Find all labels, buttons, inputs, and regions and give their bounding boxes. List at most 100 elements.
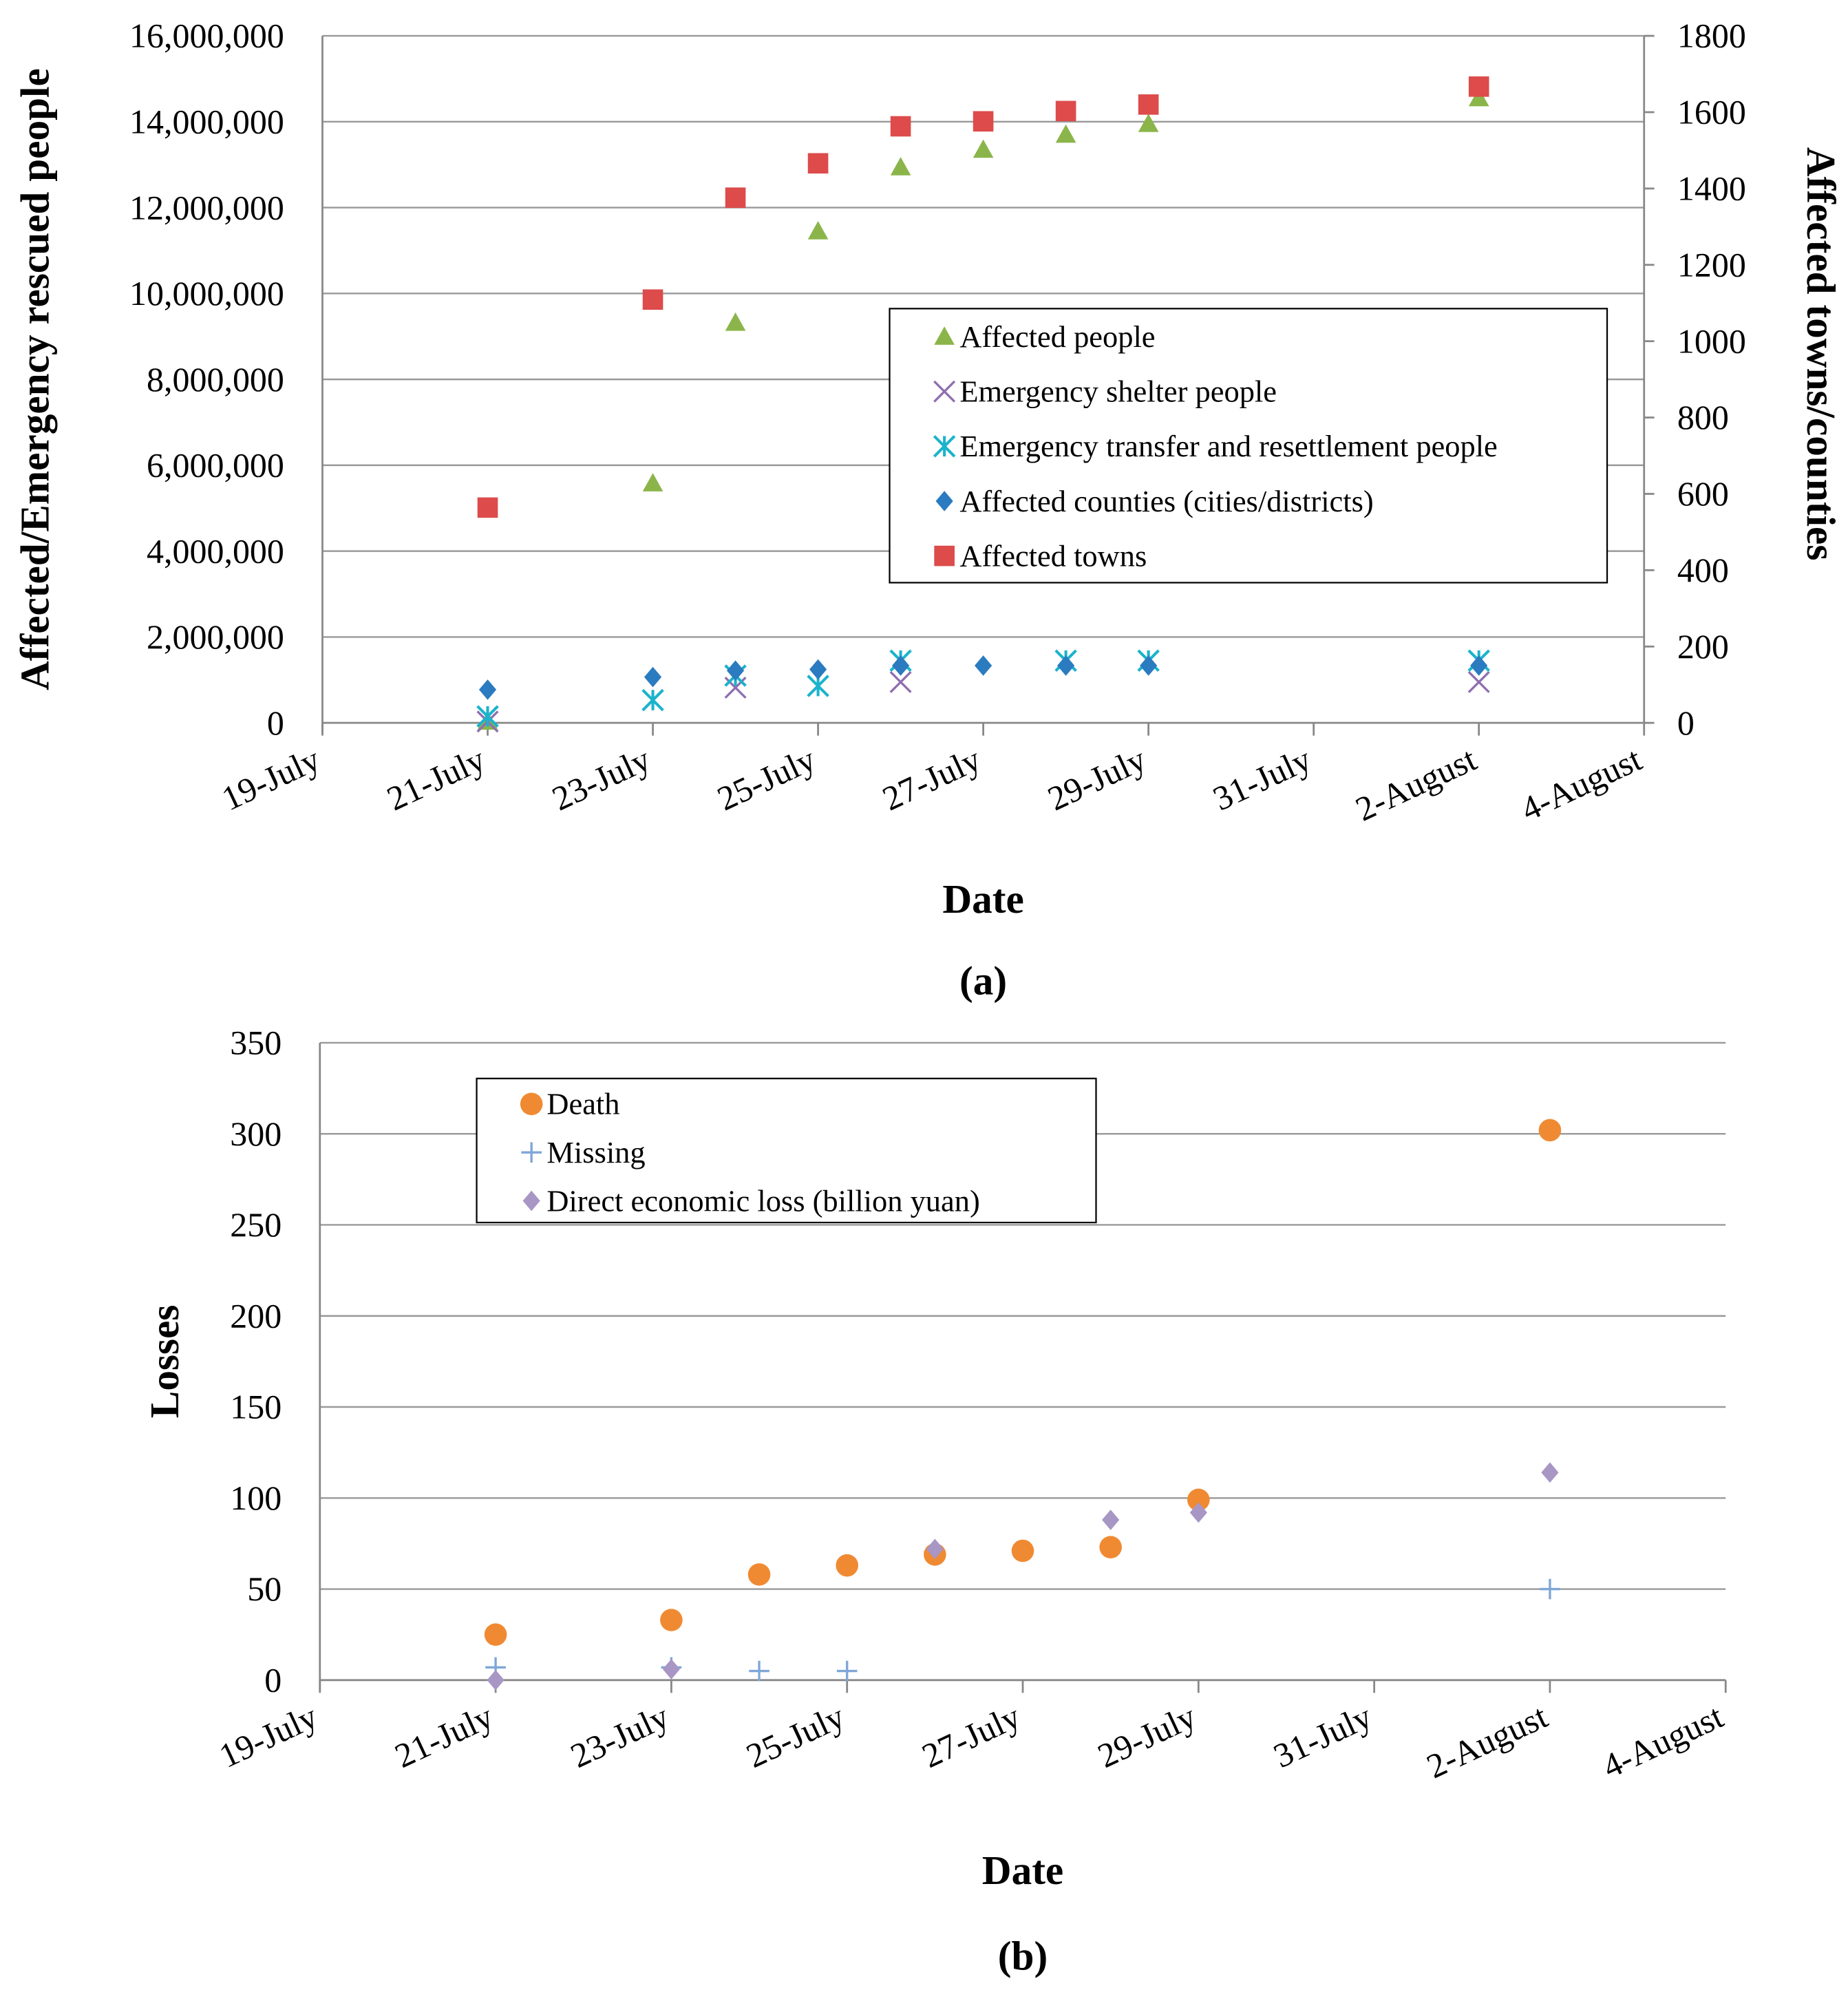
data-point-square [1468, 76, 1489, 97]
data-point-circle [484, 1623, 507, 1646]
data-point-square [890, 116, 911, 137]
x-tick-label: 2-August [1350, 739, 1482, 828]
data-point-diamond [1189, 1502, 1207, 1523]
y-tick-label: 0 [264, 1660, 282, 1699]
data-point-plus [1540, 1578, 1560, 1600]
data-point-asterisk [641, 688, 664, 712]
legend-x-icon [933, 380, 956, 403]
legend: Affected people Emergency shelter people E… [889, 308, 1608, 584]
y2-tick-label: 0 [1677, 703, 1695, 742]
legend-label: Affected people [959, 319, 1155, 354]
data-point-square [1138, 94, 1159, 115]
x-tick-label: 27-July [877, 739, 987, 818]
legend-label: Direct economic loss (billion yuan) [546, 1183, 979, 1218]
y-tick-label: 100 [230, 1479, 282, 1517]
legend-label: Emergency shelter people [959, 374, 1277, 409]
data-point-square [973, 111, 994, 132]
legend-plus-icon [521, 1142, 542, 1163]
data-point-triangle [1138, 114, 1159, 132]
y2-tick-label: 1800 [1677, 17, 1746, 55]
data-point-triangle [1468, 87, 1489, 107]
x-tick-label: 21-July [389, 1697, 499, 1775]
chart-a: 0 2,000,000 4,000,000 6,000,000 8,000,000 10,… [12, 17, 1843, 1004]
y2-tick-label: 800 [1677, 398, 1729, 436]
legend-square-icon [934, 545, 955, 567]
x-tick-label: 2-August [1421, 1697, 1553, 1786]
data-point-circle [1538, 1119, 1562, 1142]
data-point-diamond [487, 1669, 505, 1691]
legend-diamond-icon [935, 491, 953, 511]
y-axis-title: Losses [142, 1305, 187, 1419]
legend-box [476, 1077, 1097, 1224]
x-axis-title: Date [982, 1848, 1063, 1893]
y2-tick-label: 1400 [1677, 169, 1746, 208]
data-point-diamond [1140, 655, 1158, 676]
data-point-diamond [926, 1538, 944, 1560]
y-tick-label: 6,000,000 [147, 446, 284, 485]
y2-tick-label: 1000 [1677, 321, 1746, 360]
data-point-diamond [1470, 655, 1488, 676]
data-point-x [889, 670, 912, 693]
legend-label: Missing [546, 1135, 645, 1169]
legend-circle-icon [520, 1092, 543, 1116]
y-tick-label: 8,000,000 [147, 360, 284, 399]
x-tick-label: 25-July [741, 1697, 851, 1775]
y2-tick-label: 1600 [1677, 93, 1746, 131]
data-point-asterisk [476, 705, 499, 728]
x-axis-title: Date [942, 876, 1023, 922]
x-tick-label: 29-July [1092, 1697, 1202, 1775]
panel-label: (a) [959, 958, 1007, 1004]
y-tick-label: 4,000,000 [147, 531, 284, 570]
data-point-plus [836, 1660, 858, 1682]
y2-tick-label: 600 [1677, 474, 1729, 513]
data-point-triangle [1055, 124, 1076, 143]
x-tick-label: 29-July [1042, 739, 1152, 818]
legend-asterisk-icon [933, 435, 956, 458]
data-point-diamond [891, 655, 910, 676]
y-tick-label: 10,000,000 [129, 274, 284, 313]
y-tick-label: 150 [230, 1388, 282, 1426]
data-point-diamond [644, 666, 662, 688]
x-tick-label: 31-July [1268, 1697, 1378, 1775]
y2-tick-label: 200 [1677, 627, 1729, 666]
data-point-diamond [1057, 655, 1075, 676]
legend: Death Missing Direct economic loss (billio… [476, 1077, 1097, 1224]
data-point-triangle [973, 139, 994, 158]
legend-label: Emergency transfer and resettlement peop… [959, 429, 1497, 463]
data-point-triangle [725, 312, 746, 331]
data-point-square [807, 153, 829, 174]
data-point-square [725, 187, 746, 208]
x-tick-label: 4-August [1597, 1697, 1729, 1786]
y-tick-label: 200 [230, 1296, 282, 1335]
y2-tick-label: 1200 [1677, 245, 1746, 284]
data-point-diamond [1102, 1510, 1120, 1530]
y-tick-label: 12,000,000 [129, 188, 284, 226]
data-point-square [1055, 100, 1076, 122]
legend-triangle-icon [934, 326, 955, 345]
x-tick-label: 19-July [216, 739, 326, 818]
data-point-circle [1099, 1536, 1122, 1558]
y-tick-label: 350 [230, 1024, 282, 1062]
x-tick-label: 31-July [1207, 739, 1317, 818]
y-tick-label: 0 [267, 703, 284, 742]
data-point-diamond [662, 1659, 680, 1680]
data-point-triangle [807, 221, 829, 240]
data-point-diamond [809, 659, 827, 680]
data-point-plus [749, 1660, 769, 1682]
x-tick-label: 23-July [564, 1697, 675, 1775]
data-point-circle [1187, 1488, 1210, 1512]
chart-b: 0 50 100 150 200 250 300 350 19-July 21-July 23-Ju… [142, 1024, 1729, 1979]
legend-label: Affected towns [959, 538, 1147, 573]
y-tick-label: 2,000,000 [147, 617, 284, 656]
y-tick-label: 14,000,000 [129, 103, 284, 141]
x-tick-label: 4-August [1515, 739, 1647, 828]
data-point-diamond [726, 660, 745, 681]
legend-label: Death [546, 1087, 619, 1121]
y-tick-label: 300 [230, 1114, 282, 1153]
data-point-diamond [478, 679, 497, 700]
legend-box [889, 308, 1608, 584]
data-point-square [642, 289, 663, 310]
data-point-triangle [642, 473, 663, 491]
y-tick-label: 50 [247, 1569, 282, 1608]
